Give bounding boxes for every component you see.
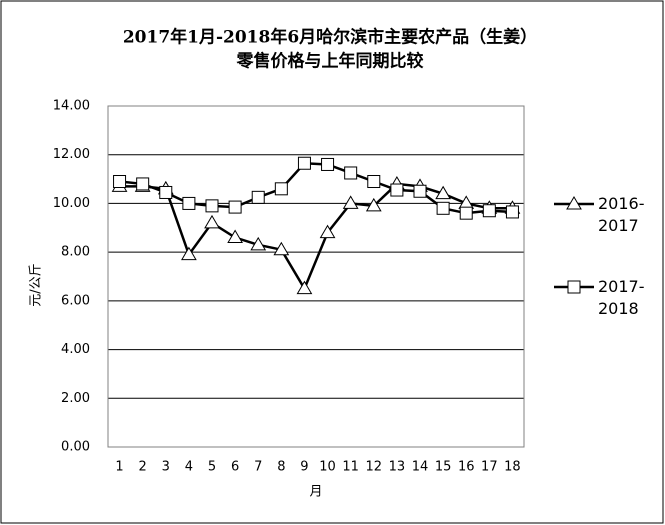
chart-title: 2017年1月-2018年6月哈尔滨市主要农产品（生姜） bbox=[123, 27, 537, 48]
x-tick-label: 6 bbox=[231, 460, 239, 475]
square-marker bbox=[182, 196, 196, 210]
triangle-marker bbox=[273, 241, 290, 256]
y-tick-label: 12.00 bbox=[53, 147, 90, 162]
x-tick-label: 15 bbox=[435, 460, 452, 475]
x-tick-label: 13 bbox=[389, 460, 406, 475]
square-marker bbox=[297, 156, 311, 170]
triangle-marker bbox=[250, 236, 267, 251]
triangle-marker bbox=[204, 214, 220, 229]
y-axis-label: 元/公斤 bbox=[29, 263, 44, 306]
x-tick-label: 8 bbox=[277, 460, 285, 475]
x-tick-label: 7 bbox=[254, 460, 262, 475]
square-marker bbox=[159, 185, 173, 199]
x-tick-label: 4 bbox=[185, 460, 193, 475]
x-tick-label: 5 bbox=[208, 460, 216, 475]
triangle-marker bbox=[227, 229, 243, 244]
square-marker bbox=[390, 183, 404, 197]
x-tick-label: 12 bbox=[366, 460, 383, 475]
x-tick-label: 17 bbox=[481, 460, 498, 475]
legend-label: 2016-2017 bbox=[598, 194, 645, 235]
x-tick-label: 16 bbox=[458, 460, 475, 475]
square-marker bbox=[413, 184, 427, 198]
triangle-marker bbox=[365, 197, 382, 212]
triangle-marker bbox=[296, 280, 313, 295]
square-marker bbox=[228, 200, 242, 214]
x-tick-label: 14 bbox=[412, 460, 429, 475]
square-marker bbox=[251, 190, 265, 204]
legend-label: 2017-2018 bbox=[598, 277, 645, 318]
y-tick-label: 8.00 bbox=[61, 245, 90, 260]
y-tick-label: 10.00 bbox=[53, 196, 90, 211]
y-tick-label: 4.00 bbox=[61, 342, 90, 357]
triangle-marker bbox=[342, 195, 359, 209]
y-tick-label: 14.00 bbox=[53, 99, 90, 114]
triangle-marker bbox=[181, 246, 197, 261]
square-marker bbox=[321, 157, 335, 171]
triangle-marker bbox=[435, 185, 451, 200]
x-tick-label: 1 bbox=[115, 460, 123, 475]
y-tick-label: 2.00 bbox=[61, 391, 90, 406]
square-marker bbox=[482, 204, 496, 218]
chart-subtitle: 零售价格与上年同期比较 bbox=[236, 51, 424, 72]
x-tick-label: 9 bbox=[300, 460, 308, 475]
square-marker bbox=[459, 206, 473, 220]
x-tick-label: 2 bbox=[139, 460, 147, 475]
x-tick-label: 10 bbox=[319, 460, 336, 475]
square-marker bbox=[567, 280, 581, 294]
square-marker bbox=[113, 175, 127, 189]
x-tick-label: 3 bbox=[162, 460, 170, 475]
series-line bbox=[119, 161, 513, 215]
y-tick-label: 6.00 bbox=[61, 293, 90, 308]
square-marker bbox=[136, 177, 150, 191]
square-marker bbox=[436, 201, 450, 215]
square-marker bbox=[505, 205, 519, 219]
x-tick-label: 11 bbox=[342, 460, 359, 475]
y-tick-label: 0.00 bbox=[61, 440, 90, 455]
x-tick-label: 18 bbox=[504, 460, 521, 475]
triangle-marker bbox=[566, 196, 582, 210]
square-marker bbox=[205, 199, 219, 213]
x-axis-label: 月 bbox=[309, 485, 322, 500]
plot-border bbox=[107, 105, 525, 448]
triangle-marker bbox=[319, 224, 336, 239]
square-marker bbox=[344, 166, 358, 180]
square-marker bbox=[367, 175, 381, 189]
square-marker bbox=[274, 182, 288, 196]
